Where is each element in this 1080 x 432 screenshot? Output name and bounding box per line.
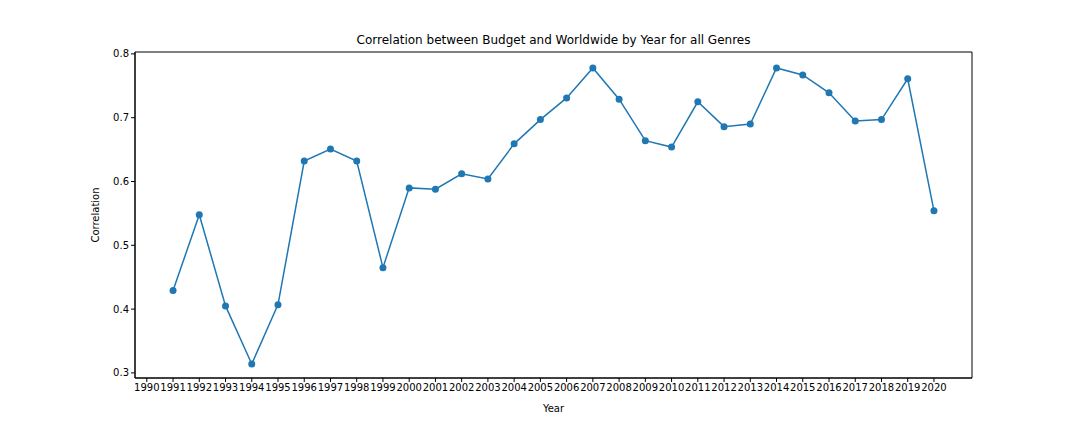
svg-text:0.7: 0.7	[113, 112, 129, 123]
svg-text:2006: 2006	[554, 382, 579, 393]
svg-text:2004: 2004	[501, 382, 526, 393]
svg-text:2010: 2010	[659, 382, 684, 393]
svg-text:0.4: 0.4	[113, 304, 129, 315]
html-text:Correlation between Budget and: Correlation between Budget and Worldwide…	[356, 33, 751, 47]
svg-text:2009: 2009	[633, 382, 658, 393]
svg-text:1994: 1994	[239, 382, 264, 393]
svg-text:0.6: 0.6	[113, 176, 129, 187]
svg-text:0.8: 0.8	[113, 48, 129, 59]
svg-text:1998: 1998	[344, 382, 369, 393]
svg-text:1991: 1991	[160, 382, 185, 393]
svg-text:2015: 2015	[790, 382, 815, 393]
svg-text:2019: 2019	[895, 382, 920, 393]
svg-text:2005: 2005	[528, 382, 553, 393]
svg-text:1996: 1996	[292, 382, 317, 393]
svg-text:2008: 2008	[606, 382, 631, 393]
svg-text:2017: 2017	[843, 382, 868, 393]
svg-text:Correlation: Correlation	[90, 187, 101, 242]
svg-text:2018: 2018	[869, 382, 894, 393]
svg-text:1999: 1999	[370, 382, 395, 393]
svg-text:1997: 1997	[318, 382, 343, 393]
svg-text:2001: 2001	[423, 382, 448, 393]
svg-text:2020: 2020	[921, 382, 946, 393]
svg-text:2016: 2016	[816, 382, 841, 393]
svg-text:2007: 2007	[580, 382, 605, 393]
svg-text:1990: 1990	[134, 382, 159, 393]
svg-text:2002: 2002	[449, 382, 474, 393]
svg-text:2014: 2014	[764, 382, 789, 393]
svg-text:0.3: 0.3	[113, 367, 129, 378]
svg-text:2003: 2003	[475, 382, 500, 393]
svg-text:2000: 2000	[396, 382, 421, 393]
svg-text:1995: 1995	[265, 382, 290, 393]
svg-text:1993: 1993	[213, 382, 238, 393]
svg-text:0.5: 0.5	[113, 240, 129, 251]
svg-text:2013: 2013	[738, 382, 763, 393]
svg-text:1992: 1992	[187, 382, 212, 393]
svg-text:Year: Year	[542, 403, 565, 414]
svg-text:2012: 2012	[711, 382, 736, 393]
svg-text:2011: 2011	[685, 382, 710, 393]
